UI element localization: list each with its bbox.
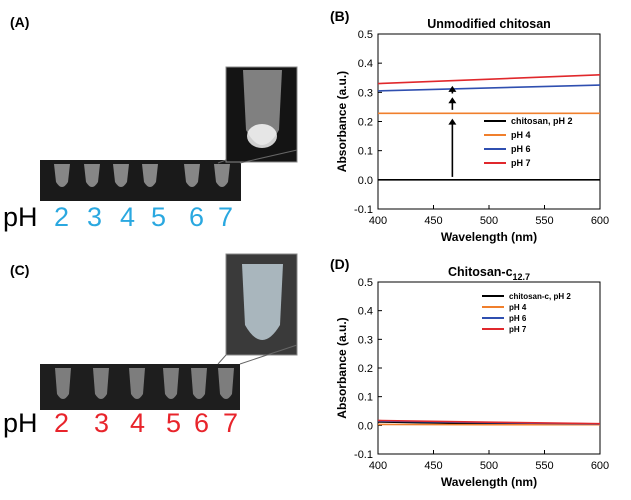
chart-d-y-tick-label: 0.5 bbox=[358, 277, 373, 289]
chart-d-x-tick-label: 450 bbox=[424, 460, 442, 472]
chart-d-x-axis-label: Wavelength (nm) bbox=[441, 475, 537, 489]
chart-d-y-tick-label: 0.2 bbox=[358, 363, 373, 375]
chart-d-y-tick-label: 0.3 bbox=[358, 334, 373, 346]
chart-d-x-tick-label: 400 bbox=[369, 460, 387, 472]
chart-d-x-tick-label: 550 bbox=[535, 460, 553, 472]
chart-d-chart-title: Chitosan-c12.7 bbox=[448, 265, 530, 282]
chart-d-chart-title-subscript: 12.7 bbox=[513, 272, 531, 282]
chart-d-y-tick-label: 0.1 bbox=[358, 392, 373, 404]
chart-d-legend-label-3: pH 6 bbox=[509, 314, 527, 323]
chart-d-legend-label-1: chitosan-c, pH 2 bbox=[509, 292, 571, 301]
chart-d-x-tick-label: 600 bbox=[591, 460, 609, 472]
chart-d-y-axis-label: Absorbance (a.u.) bbox=[335, 317, 349, 418]
chart-d-legend-label-4: pH 7 bbox=[509, 325, 527, 334]
chart-d-legend-label-2: pH 4 bbox=[509, 303, 527, 312]
chart-d-y-tick-label: 0.0 bbox=[358, 420, 373, 432]
chart-d-x-tick-label: 500 bbox=[480, 460, 498, 472]
chart-d-y-tick-label: 0.4 bbox=[358, 306, 373, 318]
